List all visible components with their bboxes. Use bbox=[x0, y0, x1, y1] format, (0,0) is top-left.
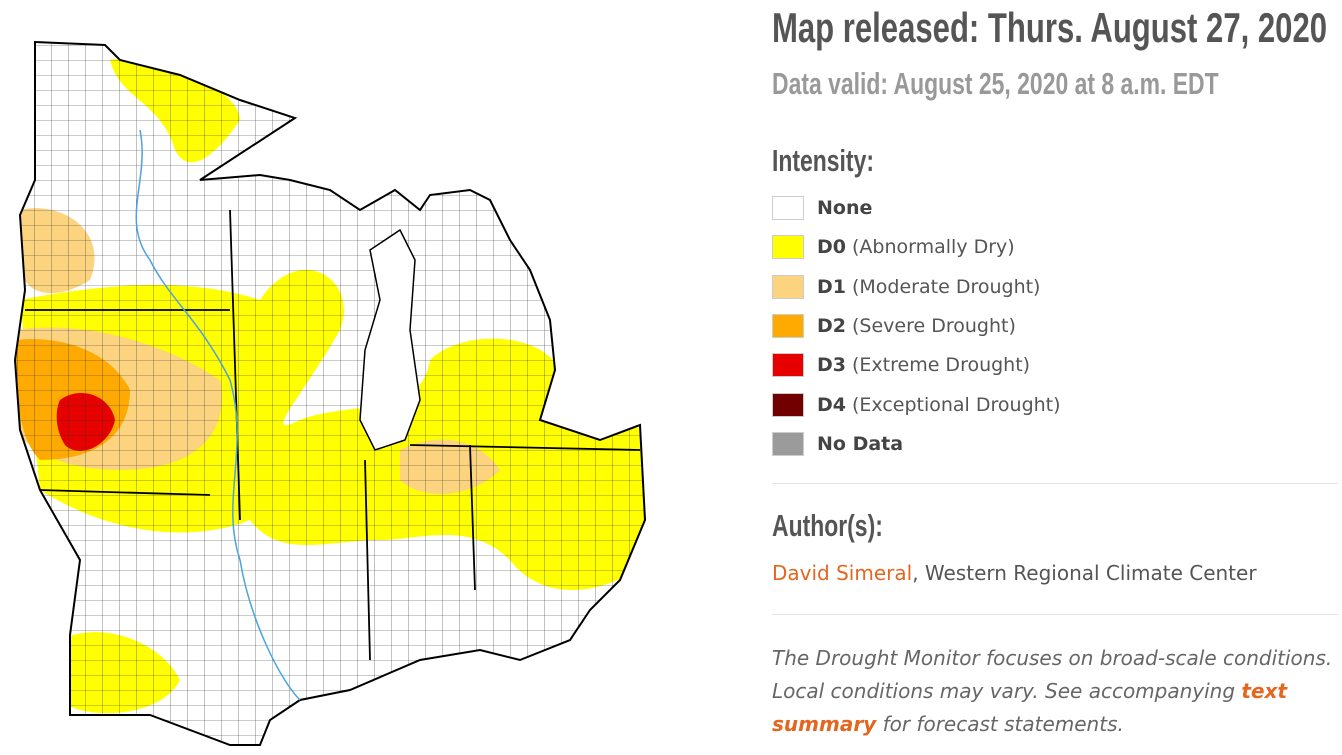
legend-row: D3 (Extreme Drought) bbox=[772, 352, 1030, 378]
note-text: for forecast statements. bbox=[876, 712, 1124, 736]
drought-map bbox=[13, 40, 647, 746]
legend-description: (Exceptional Drought) bbox=[852, 393, 1061, 416]
legend-row: D1 (Moderate Drought) bbox=[772, 274, 1040, 300]
map-subtitle: Data valid: August 25, 2020 at 8 a.m. ED… bbox=[772, 66, 1219, 101]
author-link[interactable]: David Simeral bbox=[772, 561, 913, 585]
legend-code: D2 bbox=[817, 314, 846, 337]
note: The Drought Monitor focuses on broad-sca… bbox=[772, 642, 1342, 741]
lake-michigan bbox=[359, 228, 421, 451]
divider bbox=[772, 483, 1338, 484]
note-text: The Drought Monitor focuses on broad-sca… bbox=[772, 646, 1333, 703]
legend-row: D4 (Exceptional Drought) bbox=[772, 392, 1061, 418]
state-borders bbox=[25, 209, 641, 661]
legend-description: (Moderate Drought) bbox=[852, 275, 1041, 298]
region-outline bbox=[13, 40, 647, 746]
text-summary-link[interactable]: text summary bbox=[772, 679, 1288, 736]
divider bbox=[772, 614, 1338, 615]
legend-code: No Data bbox=[817, 432, 904, 455]
legend-swatch bbox=[772, 392, 804, 417]
legend-row: No Data bbox=[772, 431, 909, 457]
author-line: David Simeral, Western Regional Climate … bbox=[772, 561, 1257, 585]
legend-code: D0 bbox=[817, 236, 846, 259]
legend-title: Intensity: bbox=[772, 143, 874, 178]
legend-description: (Abnormally Dry) bbox=[852, 236, 1015, 259]
legend-code: None bbox=[817, 197, 873, 219]
legend-swatch bbox=[772, 353, 804, 378]
legend-code: D4 bbox=[817, 393, 846, 416]
legend-code: D1 bbox=[817, 275, 846, 298]
legend-code: D3 bbox=[817, 354, 846, 377]
author-affiliation: , Western Regional Climate Center bbox=[912, 561, 1257, 585]
legend-row: D0 (Abnormally Dry) bbox=[772, 234, 1015, 260]
map-title: Map released: Thurs. August 27, 2020 bbox=[772, 4, 1328, 51]
legend-row: D2 (Severe Drought) bbox=[772, 313, 1016, 339]
legend-swatch bbox=[772, 313, 804, 338]
legend-swatch bbox=[772, 196, 804, 220]
map-fill bbox=[15, 42, 645, 745]
legend-description: (Severe Drought) bbox=[852, 314, 1016, 337]
legend-swatch bbox=[772, 274, 804, 299]
author-title: Author(s): bbox=[772, 508, 883, 543]
legend-swatch bbox=[772, 431, 804, 456]
river bbox=[135, 129, 301, 701]
legend-description: (Extreme Drought) bbox=[852, 354, 1031, 377]
legend-row: None bbox=[772, 195, 878, 221]
legend-swatch bbox=[772, 235, 804, 260]
